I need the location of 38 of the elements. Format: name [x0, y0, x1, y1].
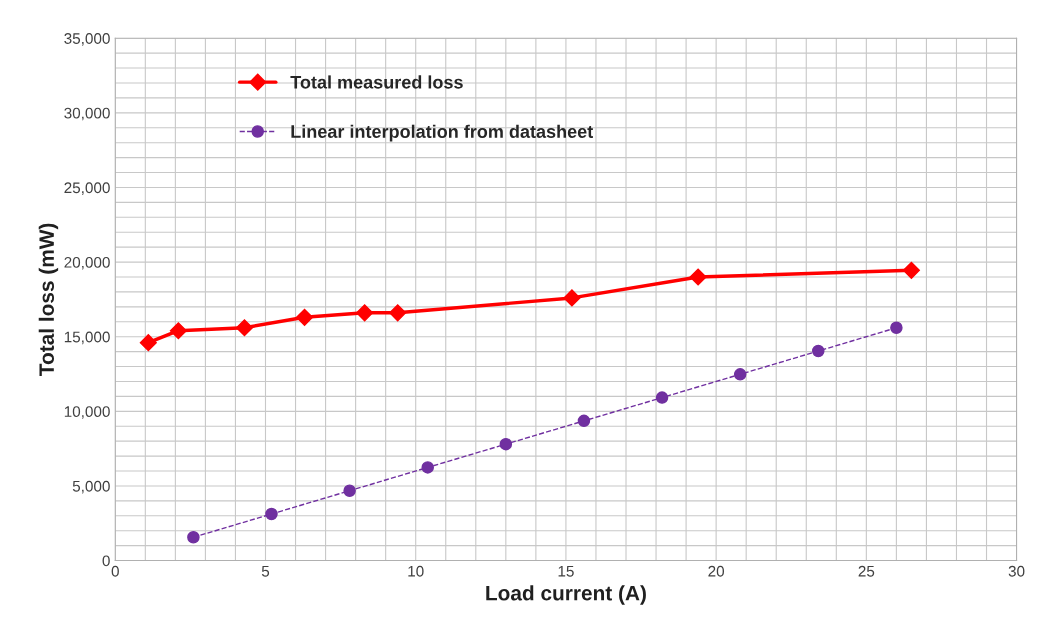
point: [577, 414, 591, 428]
point: [812, 344, 825, 358]
x-tick-label: 0: [111, 565, 119, 577]
point: [689, 268, 707, 286]
point: [139, 334, 157, 352]
x-tick-label: 5: [261, 565, 270, 577]
point: [421, 461, 434, 474]
y-tick-label: 0: [102, 555, 110, 567]
y-tick-label: 35,000: [64, 33, 110, 46]
point: [499, 437, 513, 451]
x-tick-label: 20: [708, 565, 725, 577]
y-tick-label: 25,000: [64, 182, 110, 195]
x-tick-label: 30: [1008, 565, 1025, 577]
y-axis-title: Total loss (mW): [38, 223, 59, 376]
point: [356, 304, 374, 322]
y-tick-label: 5,000: [72, 480, 110, 494]
y-tick-label: 30,000: [64, 107, 110, 121]
point: [902, 261, 920, 279]
point: [655, 391, 669, 404]
point: [563, 289, 581, 307]
y-tick-label: 15,000: [64, 331, 110, 345]
point: [890, 321, 903, 334]
point: [265, 507, 278, 521]
point: [295, 308, 314, 326]
point: [389, 304, 407, 322]
point: [733, 368, 747, 381]
legend-label: Total measured loss: [290, 75, 463, 89]
point: [169, 322, 187, 340]
x-tick-label: 25: [858, 565, 875, 577]
x-tick-label: 15: [558, 565, 574, 577]
x-tick-label: 10: [408, 565, 424, 577]
point: [343, 484, 356, 497]
legend-label: Linear interpolation from datasheet: [291, 124, 593, 142]
point: [187, 531, 200, 544]
x-axis-title: Load current (A): [486, 585, 646, 605]
point: [235, 319, 254, 337]
y-tick-label: 20,000: [64, 256, 110, 270]
y-tick-label: 10,000: [64, 406, 110, 419]
